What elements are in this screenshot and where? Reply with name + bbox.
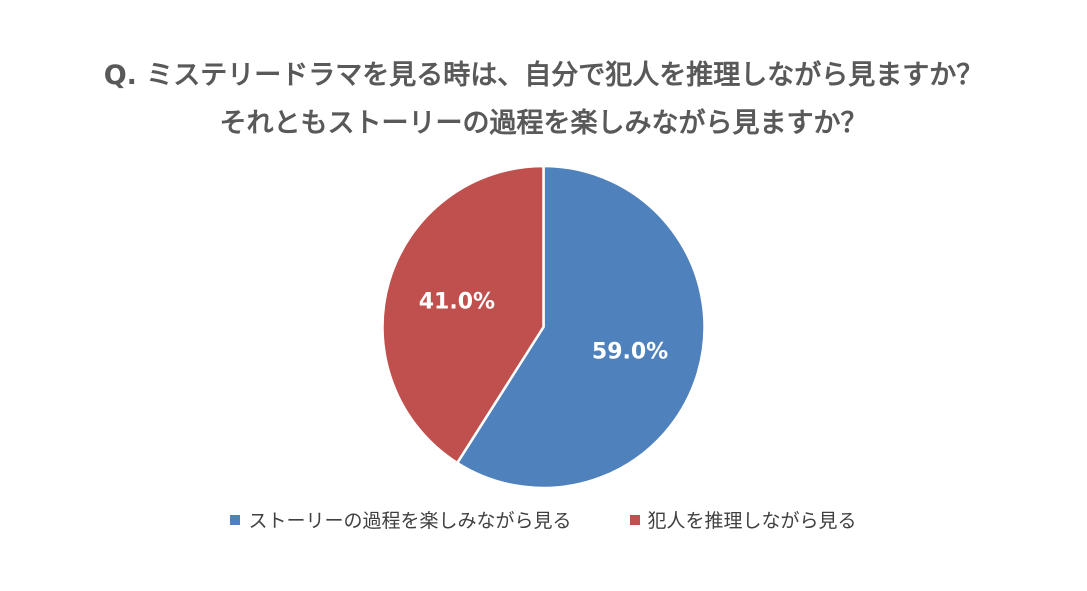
data-label-story: 59.0%	[592, 340, 668, 365]
legend-label-deduce: 犯人を推理しながら見る	[647, 510, 857, 532]
chart-title-line-1: Q. ミステリードラマを見る時は、自分で犯人を推理しながら見ますか？	[103, 60, 984, 91]
legend-swatch-story	[230, 514, 241, 525]
chart-title: Q. ミステリードラマを見る時は、自分で犯人を推理しながら見ますか？ それともス…	[0, 52, 1087, 148]
chart-legend: ストーリーの過程を楽しみながら見る 犯人を推理しながら見る	[0, 506, 1087, 533]
data-label-deduce: 41.0%	[419, 289, 495, 314]
chart-title-line-2: それともストーリーの過程を楽しみながら見ますか？	[219, 108, 868, 139]
legend-item-story: ストーリーの過程を楽しみながら見る	[230, 506, 572, 533]
pie-slice-deduce	[381, 164, 545, 465]
legend-label-story: ストーリーの過程を楽しみながら見る	[248, 510, 572, 532]
legend-swatch-deduce	[629, 514, 640, 525]
pie-slice-story	[455, 164, 706, 490]
legend-item-deduce: 犯人を推理しながら見る	[629, 506, 857, 533]
